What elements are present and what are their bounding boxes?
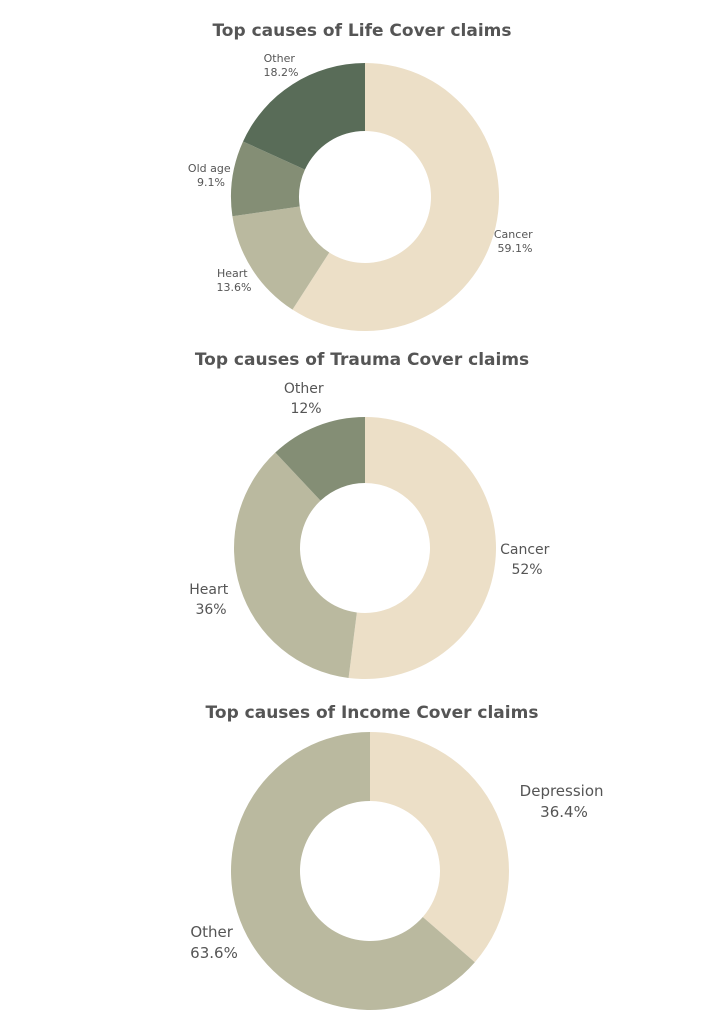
slice-heart xyxy=(233,452,357,678)
slice-label-cancer: Cancer 52% xyxy=(500,542,554,578)
slice-old-age xyxy=(231,141,305,217)
trauma-cover-chart: Top causes of Trauma Cover claims Cancer… xyxy=(189,350,554,679)
slices xyxy=(233,417,496,679)
slice-other xyxy=(231,732,475,1010)
slice-heart xyxy=(232,206,330,310)
slice-labels: Depression 36.4% Other 63.6% xyxy=(190,782,609,962)
slice-label-other: Other 18.2% xyxy=(264,52,299,79)
chart-title: Top causes of Life Cover claims xyxy=(212,21,511,41)
slice-label-depression: Depression 36.4% xyxy=(520,782,609,821)
chart-title: Top causes of Trauma Cover claims xyxy=(195,350,529,370)
slice-label-other: Other 63.6% xyxy=(190,923,238,962)
slice-depression xyxy=(370,732,509,963)
slice-cancer xyxy=(292,63,500,332)
income-cover-chart: Top causes of Income Cover claims Depres… xyxy=(190,703,609,1010)
slice-label-old-age: Old age 9.1% xyxy=(188,162,234,189)
slice-label-heart: Heart 13.6% xyxy=(217,267,252,294)
slice-labels: Cancer 52% Heart 36% Other 12% xyxy=(189,381,554,618)
slice-other xyxy=(275,417,365,501)
slices xyxy=(231,732,509,1010)
slice-label-cancer: Cancer 59.1% xyxy=(494,228,536,255)
chart-title: Top causes of Income Cover claims xyxy=(206,703,539,723)
slice-label-heart: Heart 36% xyxy=(189,582,232,618)
slices xyxy=(231,63,500,332)
life-cover-chart: Top causes of Life Cover claims Cancer 5… xyxy=(188,21,536,332)
slice-label-other: Other 12% xyxy=(284,381,328,417)
slice-other xyxy=(243,63,365,170)
slice-labels: Cancer 59.1% Heart 13.6% Old age 9.1% Ot… xyxy=(188,52,536,294)
slice-cancer xyxy=(348,417,496,679)
